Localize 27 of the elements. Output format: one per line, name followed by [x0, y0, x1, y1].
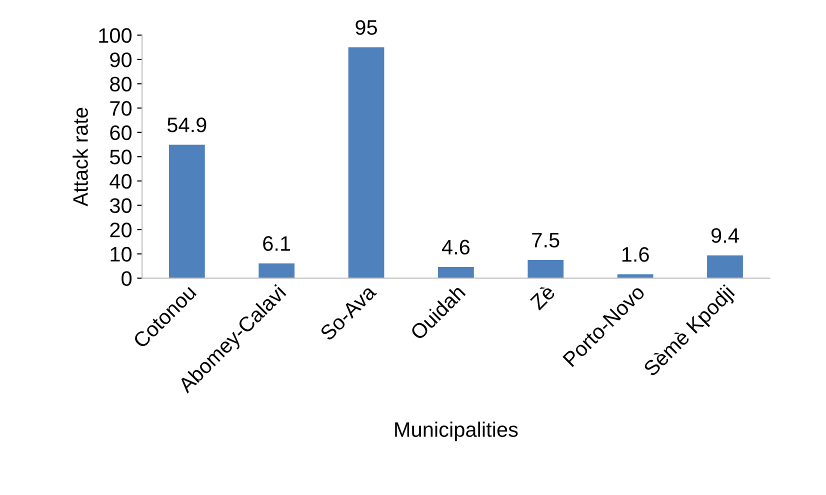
y-tick-label: 80	[110, 76, 132, 92]
bar	[258, 263, 295, 278]
y-tick-label: 40	[110, 174, 132, 189]
bar	[348, 47, 384, 278]
x-axis-title: Municipalities	[395, 422, 518, 442]
y-axis-title: Attack rate	[72, 108, 88, 206]
y-tick-label: 100	[99, 28, 132, 43]
data-label: 4.6	[442, 240, 470, 255]
data-label: 9.4	[711, 228, 739, 243]
y-tick-label: 10	[110, 246, 132, 262]
y-tick-label: 70	[110, 101, 132, 116]
y-tick-label: 60	[110, 125, 132, 140]
y-tick-label: 30	[110, 198, 132, 214]
data-label: 95	[356, 20, 377, 35]
bar	[168, 144, 205, 278]
y-tick-label: 50	[110, 150, 132, 164]
data-label: 1.6	[622, 247, 649, 262]
bar	[707, 255, 743, 278]
y-tick-label: 0	[122, 271, 132, 286]
y-tick-label: 90	[110, 52, 132, 68]
y-tick-label: 20	[110, 222, 132, 238]
data-label: 6.1	[263, 236, 290, 251]
data-label: 54.9	[167, 118, 206, 132]
bar	[528, 260, 564, 278]
x-tick-label: Zè	[528, 284, 556, 311]
data-label: 7.5	[532, 232, 560, 248]
bar	[438, 267, 474, 278]
